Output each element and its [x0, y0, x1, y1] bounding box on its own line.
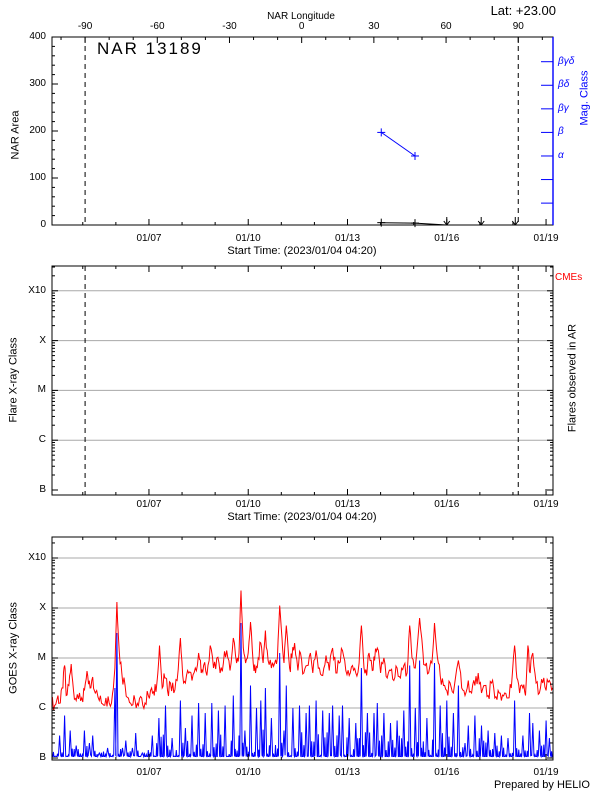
start-time-label-top: Start Time: (2023/01/04 04:20): [227, 245, 377, 257]
x-tick-label: 01/16: [434, 233, 460, 244]
mag-tick-label: βγδ: [558, 55, 575, 67]
lon-tick-label: -30: [222, 21, 237, 32]
y-tick-label: 400: [29, 31, 46, 42]
x-tick-label: 01/13: [334, 767, 361, 778]
x-tick-label: 01/07: [136, 233, 162, 244]
y-tick-label: 300: [29, 78, 46, 89]
y-tick-label: X10: [28, 284, 46, 296]
flares-observed-label: Flares observed in AR: [566, 323, 579, 433]
x-tick-label: 01/10: [235, 767, 261, 778]
lon-tick-label: 0: [298, 21, 305, 32]
goes-ylabel: GOES X-ray Class: [7, 602, 20, 694]
credit-label: Prepared by HELIO: [494, 779, 590, 791]
x-tick-label: 01/10: [235, 499, 261, 510]
y-tick-label: X10: [28, 552, 46, 563]
y-tick-label: C: [38, 702, 46, 713]
x-tick-label: 01/16: [434, 499, 460, 510]
x-tick-label: 01/07: [136, 767, 162, 778]
x-tick-label: 01/10: [235, 233, 261, 244]
lon-tick-label: 60: [440, 21, 452, 32]
x-tick-label: 01/19: [533, 767, 559, 778]
latitude-label: Lat: +23.00: [490, 3, 556, 18]
flare-class-ylabel: Flare X-ray Class: [7, 337, 20, 423]
y-tick-label: M: [37, 652, 46, 663]
x-tick-label: 01/16: [434, 767, 460, 778]
lon-tick-label: -60: [150, 21, 165, 32]
mag-tick-label: βδ: [558, 79, 570, 91]
y-tick-label: M: [37, 384, 46, 396]
mag-class-axis-label: Mag. Class: [578, 70, 591, 126]
nar-title: NAR 13189: [97, 39, 203, 58]
x-tick-label: 01/07: [136, 499, 162, 510]
lon-tick-label: -90: [77, 21, 93, 32]
y-tick-label: B: [39, 484, 46, 495]
mag-tick-label: α: [558, 149, 564, 161]
mag-tick-label: βγ: [558, 102, 569, 114]
y-tick-label: 100: [29, 172, 46, 183]
cmes-label: CMEs: [555, 272, 583, 283]
nar-longitude-axis-title: NAR Longitude: [267, 11, 335, 22]
x-tick-label: 01/13: [334, 499, 361, 510]
y-tick-label: X: [39, 334, 46, 346]
lon-tick-label: 30: [368, 21, 380, 32]
y-tick-label: X: [39, 602, 46, 613]
y-tick-label: C: [38, 434, 46, 446]
x-tick-label: 01/19: [533, 233, 559, 244]
start-time-label-middle: Start Time: (2023/01/04 04:20): [227, 511, 377, 523]
x-tick-label: 01/19: [533, 499, 559, 510]
x-tick-label: 01/13: [334, 233, 361, 244]
y-tick-label: B: [39, 752, 46, 763]
mag-tick-label: β: [558, 126, 564, 138]
y-tick-label: 200: [29, 125, 46, 136]
lon-tick-label: 90: [512, 21, 524, 32]
y-tick-label: 0: [40, 219, 46, 230]
